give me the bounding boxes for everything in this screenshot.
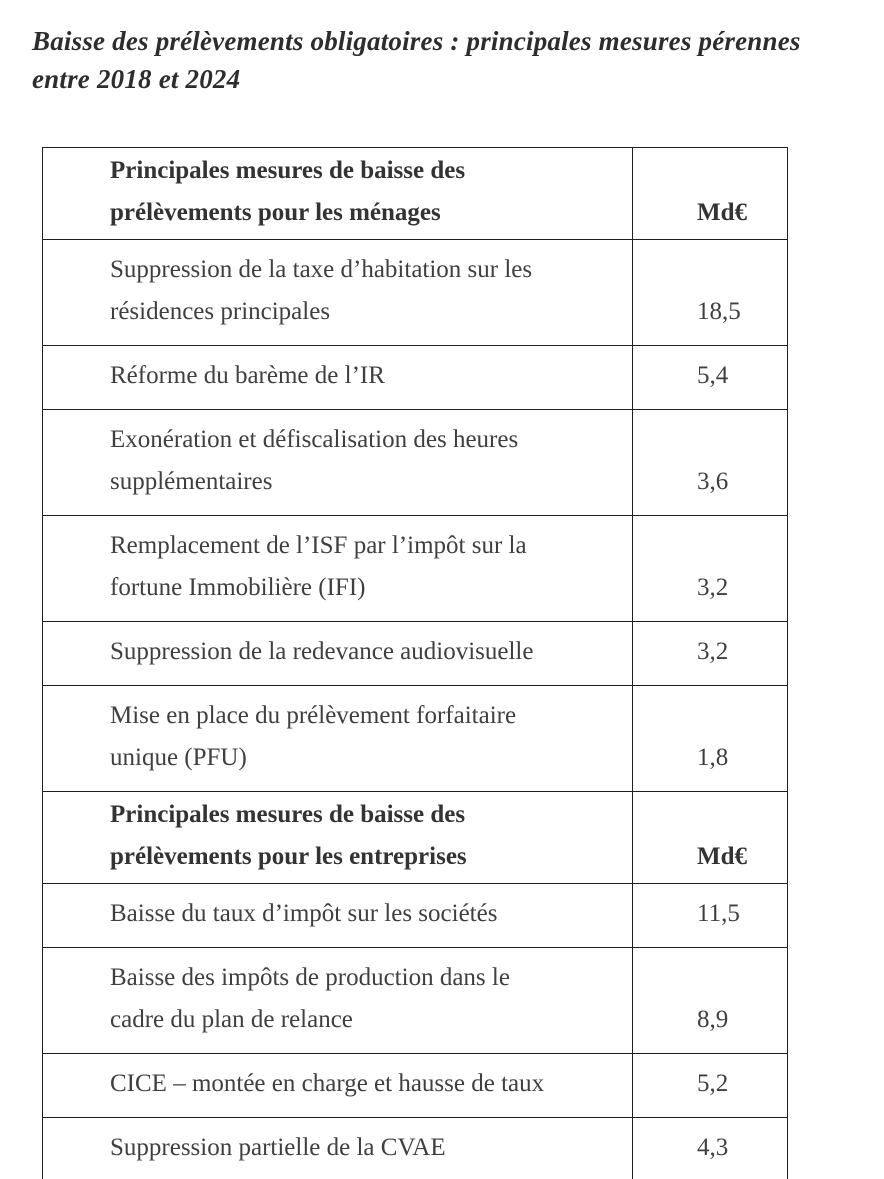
measure-value-cell: 8,9 bbox=[632, 947, 788, 1054]
table-row: Réforme du barème de l’IR 5,4 bbox=[42, 345, 788, 410]
measure-value-cell: 5,4 bbox=[632, 345, 788, 410]
unit-header-cell: Md€ bbox=[632, 791, 788, 884]
figure-title: Baisse des prélèvements obligatoires : p… bbox=[32, 26, 801, 94]
table-row: Suppression de la taxe d’habitation sur … bbox=[42, 239, 788, 346]
section-header-cell: Principales mesures de baisse des prélèv… bbox=[42, 791, 633, 884]
section-header-cell: Principales mesures de baisse des prélèv… bbox=[42, 147, 633, 240]
measure-value-cell: 4,3 bbox=[632, 1117, 788, 1179]
table-body: Principales mesures de baisse des prélèv… bbox=[42, 147, 788, 1179]
measure-label-cell: Baisse des impôts de production dans le … bbox=[42, 947, 633, 1054]
measure-label-cell: Suppression partielle de la CVAE bbox=[42, 1117, 633, 1179]
measure-value-cell: 3,2 bbox=[632, 515, 788, 622]
table-row: CICE – montée en charge et hausse de tau… bbox=[42, 1053, 788, 1118]
table-row: Remplacement de l’ISF par l’impôt sur la… bbox=[42, 515, 788, 622]
measure-value-cell: 18,5 bbox=[632, 239, 788, 346]
measure-label-cell: Suppression de la taxe d’habitation sur … bbox=[42, 239, 633, 346]
measure-label-cell: Mise en place du prélèvement forfaitaire… bbox=[42, 685, 633, 792]
measure-label-cell: Exonération et défiscalisation des heure… bbox=[42, 409, 633, 516]
measure-label-cell: CICE – montée en charge et hausse de tau… bbox=[42, 1053, 633, 1118]
measure-value-cell: 1,8 bbox=[632, 685, 788, 792]
unit-header-cell: Md€ bbox=[632, 147, 788, 240]
measure-value-cell: 3,2 bbox=[632, 621, 788, 686]
table-row: Baisse des impôts de production dans le … bbox=[42, 947, 788, 1054]
measure-label-cell: Baisse du taux d’impôt sur les sociétés bbox=[42, 883, 633, 948]
measure-label-cell: Suppression de la redevance audiovisuell… bbox=[42, 621, 633, 686]
table-row: Baisse du taux d’impôt sur les sociétés … bbox=[42, 883, 788, 948]
table-row: Mise en place du prélèvement forfaitaire… bbox=[42, 685, 788, 792]
measure-label-cell: Réforme du barème de l’IR bbox=[42, 345, 633, 410]
measure-value-cell: 5,2 bbox=[632, 1053, 788, 1118]
section-header-row-menages: Principales mesures de baisse des prélèv… bbox=[42, 147, 788, 240]
table-row: Suppression de la redevance audiovisuell… bbox=[42, 621, 788, 686]
measure-value-cell: 11,5 bbox=[632, 883, 788, 948]
table-row: Exonération et défiscalisation des heure… bbox=[42, 409, 788, 516]
section-header-row-entreprises: Principales mesures de baisse des prélèv… bbox=[42, 791, 788, 884]
measure-label-cell: Remplacement de l’ISF par l’impôt sur la… bbox=[42, 515, 633, 622]
tax-measures-table: Principales mesures de baisse des prélèv… bbox=[42, 147, 788, 1179]
measure-value-cell: 3,6 bbox=[632, 409, 788, 516]
table-row: Suppression partielle de la CVAE 4,3 bbox=[42, 1117, 788, 1179]
